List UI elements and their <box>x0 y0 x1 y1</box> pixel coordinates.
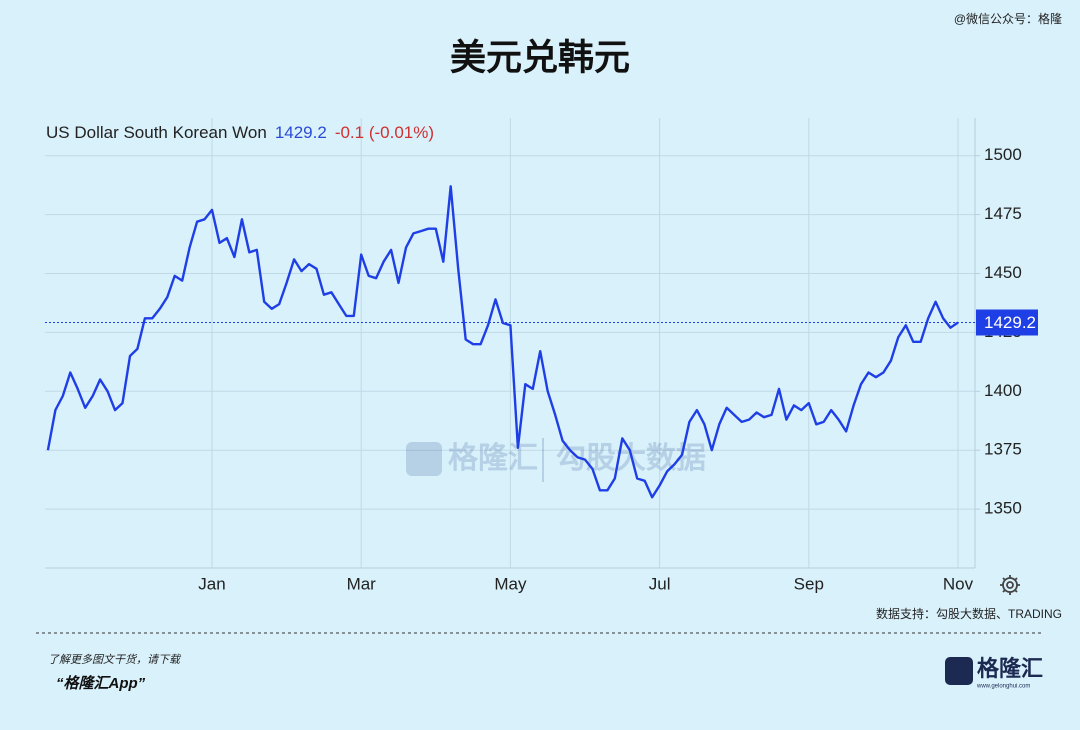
y-tick-label: 1500 <box>984 145 1022 164</box>
series-name: US Dollar South Korean Won <box>46 123 267 142</box>
y-tick-label: 1450 <box>984 263 1022 282</box>
x-tick-label: Sep <box>794 574 824 593</box>
footer-text: 了解更多图文干货，请下载 <box>48 653 182 666</box>
watermark: @微信公众号：格隆 <box>954 11 1062 26</box>
x-tick-label: Jul <box>649 574 671 593</box>
x-tick-label: Nov <box>943 574 974 593</box>
last-price: 1429.2 <box>275 123 327 142</box>
price-tag <box>976 309 1038 336</box>
watermark-logo <box>406 442 442 476</box>
chart-title: 美元兑韩元 <box>450 37 630 78</box>
x-tick-label: Jan <box>198 574 225 593</box>
change: -0.1 (-0.01%) <box>335 123 434 142</box>
y-tick-label: 1350 <box>984 499 1022 518</box>
footer-logo-mark <box>945 657 973 685</box>
y-tick-label: 1475 <box>984 204 1022 223</box>
x-tick-label: Mar <box>347 574 377 593</box>
footer-logo: 格隆汇 <box>977 656 1043 681</box>
gear-inner <box>1006 581 1014 589</box>
x-tick-label: May <box>494 574 527 593</box>
footer-app: “格隆汇App” <box>56 675 146 692</box>
gear-teeth <box>1000 575 1020 595</box>
settings-icon[interactable] <box>1000 575 1020 595</box>
y-tick-label: 1400 <box>984 381 1022 400</box>
chart-header: US Dollar South Korean Won 1429.2 -0.1 (-0… <box>46 123 434 142</box>
y-tick-label: 1375 <box>984 440 1022 459</box>
price-tag-label: 1429.2 <box>984 313 1036 332</box>
watermark-text: 格隆汇 <box>448 442 538 475</box>
source: 数据支持：勾股大数据、TRADING <box>876 606 1062 621</box>
footer-site: www.gelonghui.com <box>976 684 1030 690</box>
